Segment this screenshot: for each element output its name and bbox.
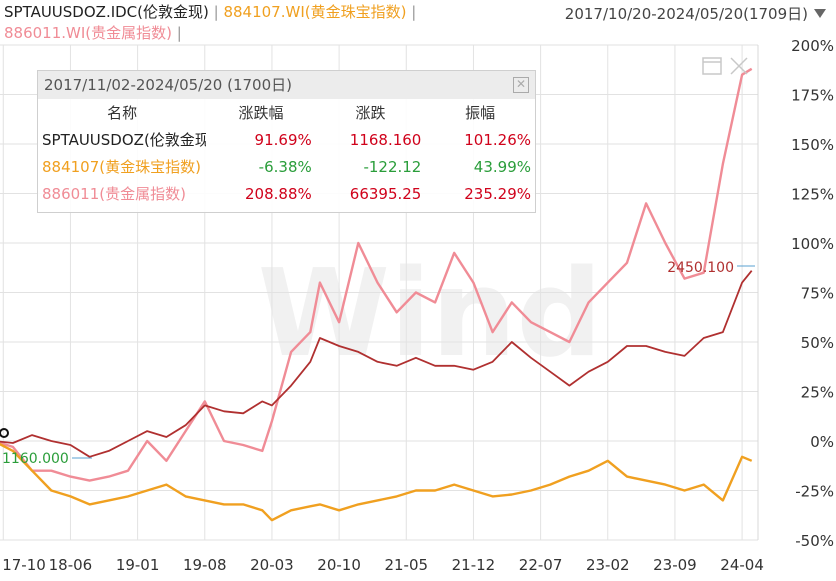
legend-series-gold[interactable]: SPTAUUSDOZ.IDC(伦敦金现) <box>4 3 209 21</box>
legend-separator: | <box>406 3 417 21</box>
row-amplitude: 101.26% <box>464 130 531 149</box>
x-tick-label: 23-02 <box>586 556 630 574</box>
column-header-name: 名称 <box>107 104 138 122</box>
x-tick-label: 19-01 <box>116 556 160 574</box>
y-tick-label: 50% <box>801 334 834 352</box>
series-line <box>0 67 753 482</box>
column-header-amplitude: 振幅 <box>465 104 496 122</box>
table-row[interactable]: 886011(贵金属指数) 208.88% 66395.25 235.29% <box>38 180 535 207</box>
legend-separator: | <box>172 24 182 42</box>
x-tick-label: 20-03 <box>250 556 294 574</box>
info-box-title: 2017/11/02-2024/05/20 (1700日) <box>38 71 535 99</box>
x-axis-ticks: 17-10 18-06 19-01 19-08 20-03 20-10 21-05 21-12… <box>2 556 764 574</box>
y-tick-label: 0% <box>810 433 834 451</box>
x-tick-label: 20-10 <box>317 556 361 574</box>
column-header-pct: 涨跌幅 <box>238 104 284 122</box>
column-header-change: 涨跌 <box>355 104 386 122</box>
x-tick-label: 24-04 <box>720 556 764 574</box>
y-tick-label: 100% <box>791 235 834 253</box>
x-tick-label: 21-12 <box>452 556 496 574</box>
row-name: SPTAUUSDOZ(伦敦金现) <box>42 131 207 149</box>
y-tick-label: 125% <box>791 186 834 204</box>
dropdown-arrow-icon[interactable] <box>814 9 826 18</box>
series-line <box>0 442 753 522</box>
row-change: -122.12 <box>363 157 422 176</box>
legend-series-metals[interactable]: 886011.WI(贵金属指数) <box>4 24 172 42</box>
y-tick-label: -50% <box>795 532 834 550</box>
legend-header: SPTAUUSDOZ.IDC(伦敦金现) | 884107.WI(黄金珠宝指数)… <box>4 2 804 44</box>
watermark: Wind <box>258 245 603 384</box>
x-tick-label: 22-07 <box>519 556 563 574</box>
row-pct: -6.38% <box>258 157 312 176</box>
y-tick-label: 25% <box>801 384 834 402</box>
legend-separator: | <box>208 3 224 21</box>
chart-controls[interactable] <box>702 57 748 75</box>
y-tick-label: 200% <box>791 37 834 55</box>
x-tick-label: 23-09 <box>653 556 697 574</box>
stats-info-box: 2017/11/02-2024/05/20 (1700日) ✕ 名称 涨跌幅 涨… <box>37 70 536 213</box>
date-range-selector[interactable]: 2017/10/20-2024/05/20(1709日) <box>564 5 808 23</box>
maximize-icon[interactable] <box>702 57 722 75</box>
table-row[interactable]: 884107(黄金珠宝指数) -6.38% -122.12 43.99% <box>38 153 535 180</box>
y-axis-ticks: 200% 175% 150% 125% 100% 75% 50% 25% 0% -25% -50% <box>791 37 834 550</box>
y-tick-label: 175% <box>791 87 834 105</box>
row-amplitude: 43.99% <box>473 157 531 176</box>
y-tick-label: 150% <box>791 136 834 154</box>
legend-series-jewelry[interactable]: 884107.WI(黄金珠宝指数) <box>223 3 407 21</box>
series-line <box>0 270 753 458</box>
x-tick-label: 21-05 <box>384 556 428 574</box>
x-tick-label: 17-10 <box>2 556 46 574</box>
start-marker <box>0 428 9 438</box>
row-change: 66395.25 <box>349 184 422 203</box>
x-tick-label: 19-08 <box>183 556 227 574</box>
y-tick-label: -25% <box>795 483 834 501</box>
close-icon[interactable]: ✕ <box>513 77 529 93</box>
watermark-text: Wind <box>258 245 603 384</box>
value-markers: 1160.000 2450.100 <box>0 260 755 467</box>
row-pct: 91.69% <box>254 130 312 149</box>
row-amplitude: 235.29% <box>464 184 531 203</box>
end-value-label: 2450.100 <box>667 260 734 276</box>
row-change: 1168.160 <box>349 130 422 149</box>
table-row[interactable]: SPTAUUSDOZ(伦敦金现) 91.69% 1168.160 101.26% <box>38 126 535 153</box>
chart-series <box>0 67 753 522</box>
x-tick-label: 18-06 <box>49 556 93 574</box>
stats-table: 名称 涨跌幅 涨跌 振幅 SPTAUUSDOZ(伦敦金现) 91.69% 116… <box>38 99 535 207</box>
y-tick-label: 75% <box>801 285 834 303</box>
row-name: 884107(黄金珠宝指数) <box>42 158 201 176</box>
row-name: 886011(贵金属指数) <box>42 185 186 203</box>
close-chart-icon[interactable] <box>730 57 748 75</box>
start-value-label: 1160.000 <box>2 451 69 467</box>
table-header-row: 名称 涨跌幅 涨跌 振幅 <box>38 99 535 126</box>
row-pct: 208.88% <box>245 184 312 203</box>
